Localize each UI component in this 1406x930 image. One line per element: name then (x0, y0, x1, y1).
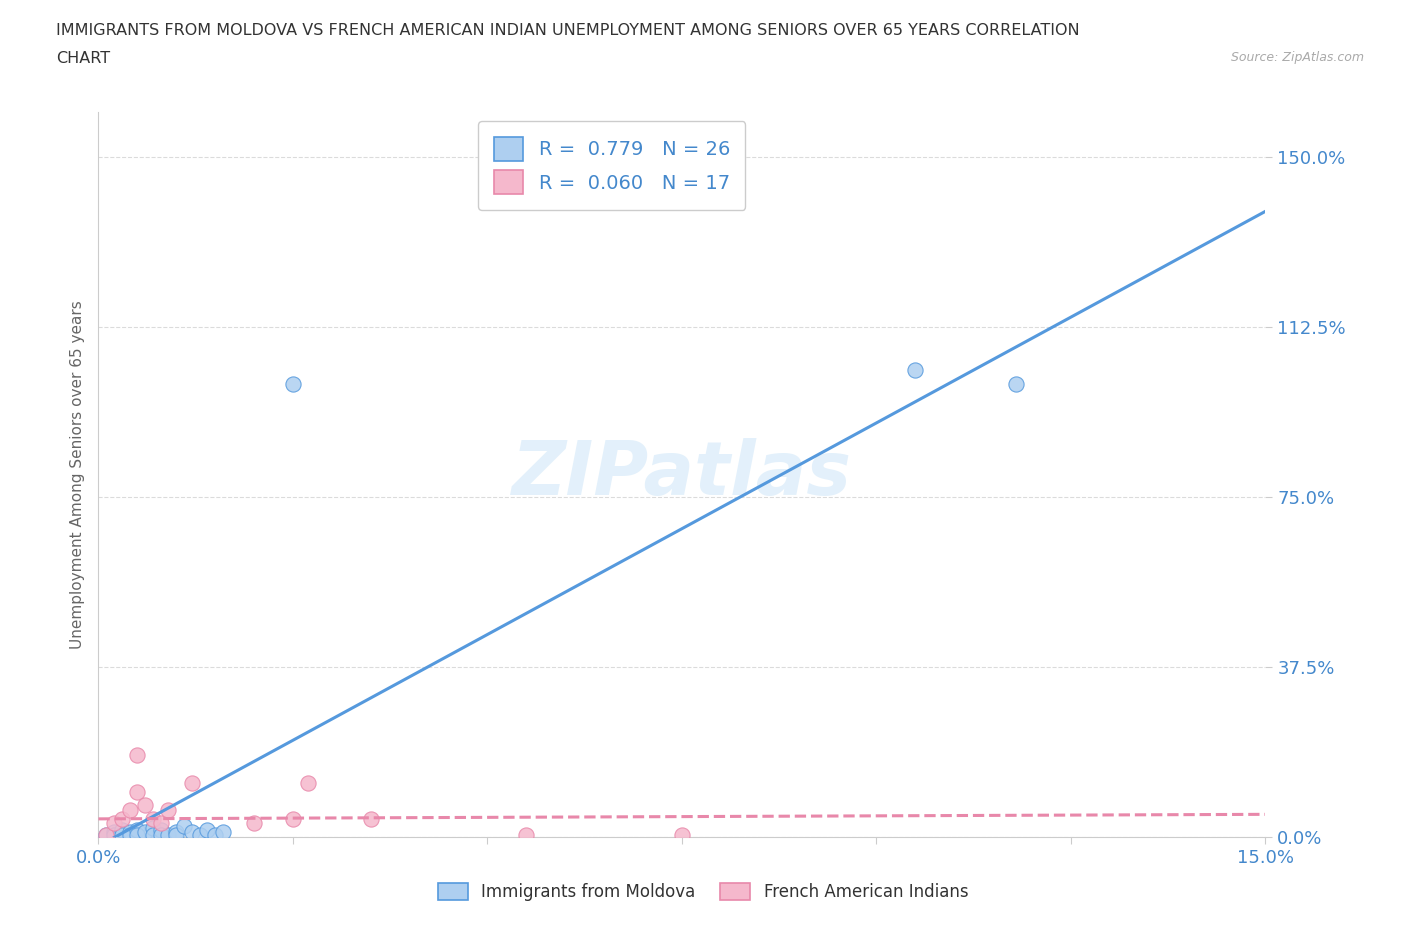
Text: IMMIGRANTS FROM MOLDOVA VS FRENCH AMERICAN INDIAN UNEMPLOYMENT AMONG SENIORS OVE: IMMIGRANTS FROM MOLDOVA VS FRENCH AMERIC… (56, 23, 1080, 38)
Point (127, 828, 149, 843)
Point (165, 825, 187, 840)
Point (281, 377, 304, 392)
Point (96, 828, 118, 843)
Point (127, 784, 149, 799)
Point (180, 776, 202, 790)
Point (103, 816, 125, 830)
Point (118, 828, 141, 843)
Legend: R =  0.779   N = 26, R =  0.060   N = 17: R = 0.779 N = 26, R = 0.060 N = 17 (478, 121, 745, 209)
Text: CHART: CHART (56, 51, 110, 66)
Point (157, 803, 180, 817)
Point (671, 828, 693, 843)
Point (142, 820, 165, 835)
Point (195, 823, 218, 838)
Point (118, 825, 141, 840)
Point (103, 828, 125, 843)
Point (173, 818, 195, 833)
Point (149, 823, 172, 838)
Point (118, 803, 141, 817)
Point (111, 823, 134, 838)
Text: Source: ZipAtlas.com: Source: ZipAtlas.com (1230, 51, 1364, 64)
Point (149, 828, 172, 843)
Point (127, 823, 149, 838)
Point (134, 798, 156, 813)
Point (188, 828, 211, 843)
Point (515, 828, 537, 843)
Point (1005, 377, 1028, 392)
Point (142, 828, 165, 843)
Y-axis label: Unemployment Among Seniors over 65 years: Unemployment Among Seniors over 65 years (69, 300, 84, 649)
Point (157, 828, 180, 843)
Point (142, 811, 165, 827)
Point (212, 825, 235, 840)
Legend: Immigrants from Moldova, French American Indians: Immigrants from Moldova, French American… (432, 876, 974, 908)
Point (111, 811, 134, 827)
Point (165, 828, 187, 843)
Point (111, 828, 134, 843)
Point (243, 816, 266, 830)
Point (180, 825, 202, 840)
Point (103, 825, 125, 840)
Point (134, 825, 156, 840)
Point (149, 816, 172, 830)
Point (297, 776, 319, 790)
Point (127, 748, 149, 763)
Point (360, 811, 382, 827)
Point (904, 363, 927, 378)
Text: ZIPatlas: ZIPatlas (512, 438, 852, 511)
Point (281, 811, 304, 827)
Point (204, 828, 226, 843)
Point (96, 828, 118, 843)
